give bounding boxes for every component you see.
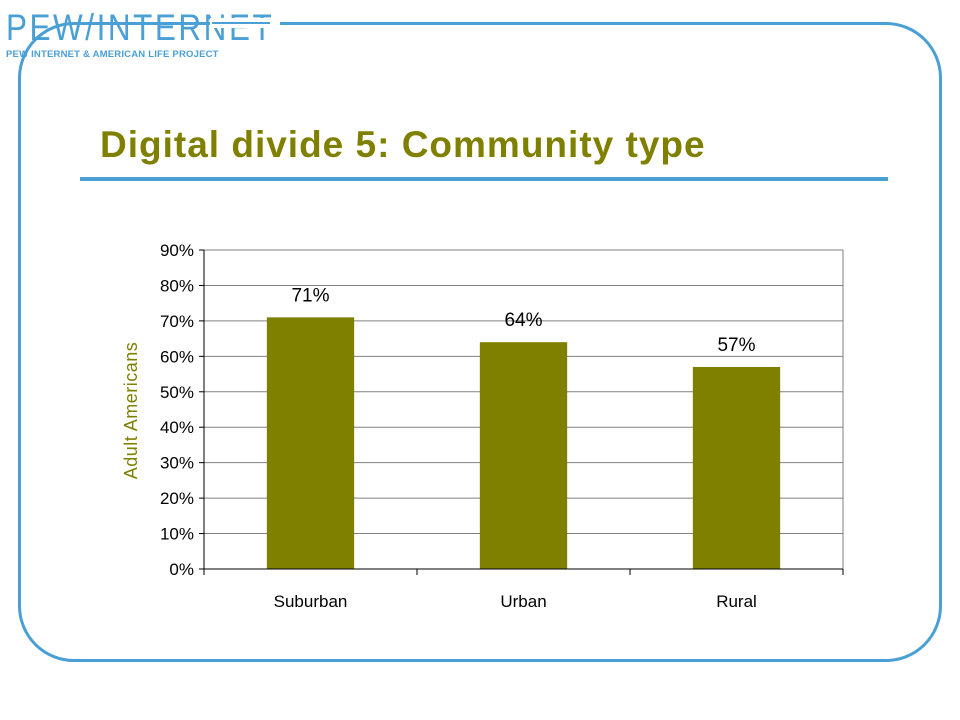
bar	[479, 342, 568, 569]
slide-frame	[18, 22, 942, 662]
y-tick-label: 30%	[160, 454, 194, 473]
slide-title: Digital divide 5: Community type	[100, 124, 706, 165]
y-tick-label: 80%	[160, 276, 194, 295]
title-underline	[80, 177, 888, 181]
data-label: 57%	[717, 335, 755, 356]
labels: 0% 10% 20% 30% 40% 50% 60% 70% 80% 90% 71% Suburban…	[121, 241, 757, 611]
bar	[692, 366, 781, 569]
data-label: 71%	[291, 285, 329, 306]
logo-subtitle: PEW INTERNET & AMERICAN LIFE PROJECT	[6, 49, 219, 60]
bars	[266, 317, 781, 569]
axes	[199, 249, 844, 575]
x-category-label: Rural	[716, 592, 757, 611]
x-category-label: Suburban	[274, 592, 348, 611]
data-label: 64%	[504, 310, 542, 331]
y-tick-label: 40%	[160, 418, 194, 437]
bar	[266, 317, 355, 569]
y-tick-label: 90%	[160, 241, 194, 260]
y-tick-label: 0%	[169, 560, 194, 579]
y-tick-label: 20%	[160, 489, 194, 508]
y-tick-label: 50%	[160, 383, 194, 402]
y-axis-label: Adult Americans	[121, 342, 141, 480]
y-tick-label: 70%	[160, 312, 194, 331]
y-tick-label: 60%	[160, 347, 194, 366]
logo-rule	[212, 22, 270, 24]
x-category-label: Urban	[500, 592, 546, 611]
y-tick-label: 10%	[160, 525, 194, 544]
